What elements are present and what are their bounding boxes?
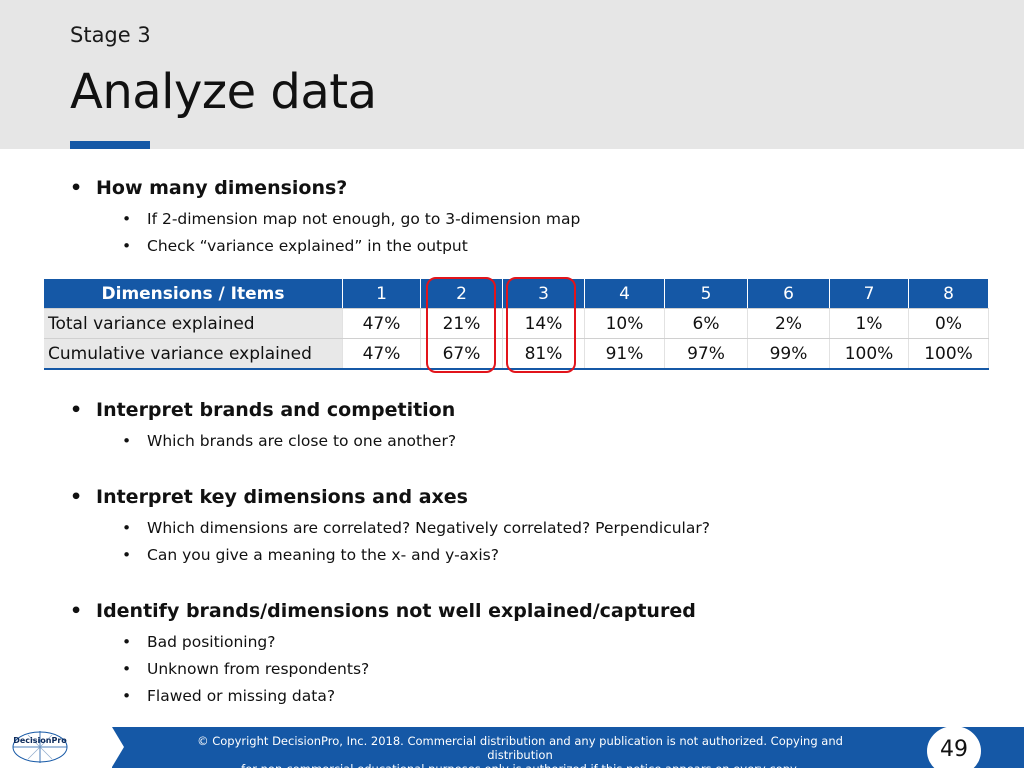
sub-bullet-dot: • bbox=[122, 633, 132, 651]
bullet-heading: Identify brands/dimensions not well expl… bbox=[96, 600, 696, 622]
copyright-notice: © Copyright DecisionPro, Inc. 2018. Comm… bbox=[170, 734, 870, 776]
logo-area: DecisionPro bbox=[0, 727, 112, 768]
highlight-column-3 bbox=[506, 277, 576, 373]
bullet-dot: • bbox=[70, 177, 83, 199]
variance-table: Dimensions / Items 1 2 3 4 5 6 7 8 Total… bbox=[44, 279, 989, 370]
row-label: Total variance explained bbox=[44, 308, 343, 339]
sub-bullet-dot: • bbox=[122, 237, 132, 255]
sub-bullet-text: Bad positioning? bbox=[147, 633, 276, 651]
bullet-dot: • bbox=[70, 399, 83, 421]
table-cell: 97% bbox=[664, 338, 748, 370]
table-cell: 99% bbox=[747, 338, 830, 370]
table-cell: 10% bbox=[584, 308, 665, 339]
stage-label: Stage 3 bbox=[70, 23, 151, 47]
row-label: Cumulative variance explained bbox=[44, 338, 343, 370]
sub-bullet-dot: • bbox=[122, 432, 132, 450]
header-band bbox=[0, 0, 1024, 149]
decisionpro-logo: DecisionPro bbox=[12, 731, 68, 763]
page-number: 49 bbox=[927, 726, 981, 776]
table-cell: 21% bbox=[420, 308, 503, 339]
table-header-cell: 8 bbox=[908, 279, 989, 309]
table-cell: 81% bbox=[502, 338, 585, 370]
table-header-row: Dimensions / Items 1 2 3 4 5 6 7 8 bbox=[44, 279, 989, 309]
sub-bullet-text: Check “variance explained” in the output bbox=[147, 237, 468, 255]
table-cell: 47% bbox=[342, 308, 421, 339]
table-cell: 0% bbox=[908, 308, 989, 339]
table-header-cell: 7 bbox=[829, 279, 909, 309]
sub-bullet-dot: • bbox=[122, 687, 132, 705]
page-title: Analyze data bbox=[70, 64, 377, 120]
table-cell: 100% bbox=[908, 338, 989, 370]
footer-bar bbox=[0, 727, 1024, 768]
bullet-heading: Interpret key dimensions and axes bbox=[96, 486, 468, 508]
highlight-column-2 bbox=[426, 277, 496, 373]
title-accent-bar bbox=[70, 141, 150, 149]
logo-text: DecisionPro bbox=[13, 736, 67, 745]
table-header-cell: 4 bbox=[584, 279, 665, 309]
sub-bullet-dot: • bbox=[122, 519, 132, 537]
sub-bullet-text: If 2-dimension map not enough, go to 3-d… bbox=[147, 210, 581, 228]
table-header-cell: 6 bbox=[747, 279, 830, 309]
bullet-heading: Interpret brands and competition bbox=[96, 399, 456, 421]
logo-arrow bbox=[112, 727, 124, 767]
sub-bullet-dot: • bbox=[122, 660, 132, 678]
table-cell: 2% bbox=[747, 308, 830, 339]
table-cell: 100% bbox=[829, 338, 909, 370]
sub-bullet-text: Unknown from respondents? bbox=[147, 660, 370, 678]
table-cell: 91% bbox=[584, 338, 665, 370]
sub-bullet-text: Can you give a meaning to the x- and y-a… bbox=[147, 546, 499, 564]
table-header-cell: 5 bbox=[664, 279, 748, 309]
sub-bullet-text: Flawed or missing data? bbox=[147, 687, 336, 705]
table-header-cell: Dimensions / Items bbox=[44, 279, 343, 309]
table-row: Total variance explained 47% 21% 14% 10%… bbox=[44, 308, 989, 339]
bullet-dot: • bbox=[70, 600, 83, 622]
table-cell: 1% bbox=[829, 308, 909, 339]
table-cell: 47% bbox=[342, 338, 421, 370]
copyright-line-1: © Copyright DecisionPro, Inc. 2018. Comm… bbox=[197, 734, 843, 762]
table-cell: 14% bbox=[502, 308, 585, 339]
bullet-dot: • bbox=[70, 486, 83, 508]
sub-bullet-text: Which dimensions are correlated? Negativ… bbox=[147, 519, 710, 537]
copyright-line-2: for non-commercial educational purposes … bbox=[241, 762, 799, 776]
table-cell: 6% bbox=[664, 308, 748, 339]
bullet-heading: How many dimensions? bbox=[96, 177, 348, 199]
sub-bullet-dot: • bbox=[122, 546, 132, 564]
sub-bullet-dot: • bbox=[122, 210, 132, 228]
table-header-cell: 1 bbox=[342, 279, 421, 309]
sub-bullet-text: Which brands are close to one another? bbox=[147, 432, 457, 450]
